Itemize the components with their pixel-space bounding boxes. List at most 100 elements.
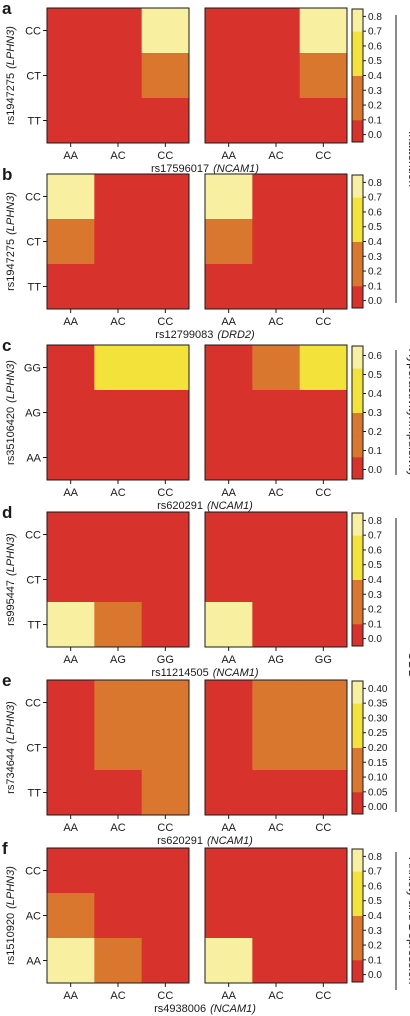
x-tick-label: AC: [110, 990, 125, 1002]
colorbar-tick-label: 0.3: [368, 926, 382, 937]
heatmap-cell: [94, 390, 143, 436]
heatmap-cell: [141, 848, 190, 894]
colorbar-segment: [352, 601, 363, 625]
y-tick-label: CT: [26, 743, 41, 755]
colorbar-tick-label: 0.40: [368, 684, 388, 695]
panel-b: b AA AC CC AA AC CC CC CT TT rs1947275 (LPHN3) rs127…: [2, 165, 382, 341]
colorbar-tick-label: 0.2: [368, 941, 382, 952]
x-axis-title: rs17596017 (NCAM1): [151, 163, 259, 175]
x-tick-label: CC: [315, 990, 331, 1002]
heatmap-cell: [252, 512, 301, 558]
heatmap-cell: [299, 602, 348, 648]
x-axis-title: rs620291 (NCAM1): [157, 500, 253, 512]
heatmap-cell: [141, 725, 190, 771]
colorbar-tick-label: 0.6: [368, 207, 382, 218]
colorbar-segment: [352, 263, 363, 287]
colorbar-segment: [352, 285, 363, 309]
heatmap-cell: [141, 98, 190, 144]
panel-e: e AA AC CC AA AC CC CC CT TT rs734644 (LPHN3) rs6202…: [2, 671, 388, 847]
heatmap-cell: [94, 264, 143, 310]
x-axis-gene: (NCAM1): [207, 835, 253, 847]
x-tick-label: CC: [157, 990, 173, 1002]
heatmap-cell: [94, 435, 143, 481]
heatmap-cell: [252, 219, 301, 265]
panel-letter: d: [2, 503, 12, 522]
colorbar-segment: [352, 623, 363, 647]
x-tick-label: AC: [268, 822, 283, 834]
x-axis-title: rs620291 (NCAM1): [157, 835, 253, 847]
colorbar-tick-label: 0.6: [368, 41, 382, 52]
colorbar-tick-label: 0.0: [368, 296, 382, 307]
y-tick-label: TT: [28, 116, 42, 128]
colorbar-tick-label: 0.4: [368, 911, 382, 922]
x-axis-snp: rs4938006: [154, 1003, 206, 1015]
heatmap-cell: [141, 264, 190, 310]
x-tick-label: AA: [63, 990, 78, 1002]
colorbar-tick-label: 0.8: [368, 178, 382, 189]
y-tick-label: CC: [25, 866, 41, 878]
colorbar-tick-label: 0.6: [368, 351, 382, 362]
heatmap-cell: [205, 938, 253, 984]
heatmap-cell: [205, 512, 253, 558]
heatmap-cell: [205, 345, 253, 391]
x-tick-label: AA: [63, 654, 78, 666]
heatmap-cell: [205, 53, 253, 99]
colorbar-segment: [352, 241, 363, 265]
x-axis-title: rs12799083 (DRD2): [155, 329, 255, 341]
heatmap-cell: [252, 8, 301, 54]
y-tick-label: CT: [26, 71, 41, 83]
colorbar-tick-label: 0.5: [368, 896, 382, 907]
colorbar-tick-label: 0.20: [368, 743, 388, 754]
heatmap-cell: [252, 680, 301, 726]
y-axis-title: rs1947275 (LPHN3): [5, 26, 17, 125]
heatmap-cell: [299, 557, 348, 603]
heatmap-cell: [299, 938, 348, 984]
heatmap-cell: [299, 848, 348, 894]
heatmap-cell: [205, 557, 253, 603]
y-axis-gene: (LPHN3): [5, 360, 17, 403]
heatmap-cell: [299, 893, 348, 939]
colorbar-segment: [352, 412, 363, 436]
colorbar-tick-label: 0.25: [368, 728, 388, 739]
heatmap-cell: [252, 893, 301, 939]
x-tick-label: CC: [157, 150, 173, 162]
panel-c: c AA AC CC AA AC CC GG AG AA rs35106420 (LPHN3) rs62…: [2, 336, 382, 512]
x-axis-snp: rs17596017: [151, 163, 209, 175]
colorbar-segment: [352, 959, 363, 983]
heatmap-cell: [47, 435, 95, 481]
colorbar-segment: [352, 31, 363, 54]
colorbar-segment: [352, 681, 363, 704]
heatmap-cell: [94, 770, 143, 816]
heatmap-cell: [141, 512, 190, 558]
x-tick-label: GG: [315, 654, 332, 666]
colorbar-tick-label: 0.7: [368, 27, 382, 38]
colorbar-tick-label: 0.3: [368, 408, 382, 419]
heatmap-cell: [299, 345, 348, 391]
colorbar-tick-label: 0.7: [368, 193, 382, 204]
colorbar-tick-label: 0.0: [368, 130, 382, 141]
y-tick-label: CC: [25, 530, 41, 542]
x-tick-label: AC: [110, 822, 125, 834]
heatmap-cell: [252, 174, 301, 220]
colorbar-tick-label: 0.1: [368, 115, 382, 126]
x-tick-label: CC: [315, 150, 331, 162]
colorbar-tick-label: 0.7: [368, 531, 382, 542]
colorbar-tick-label: 0.8: [368, 12, 382, 23]
colorbar-segment: [352, 9, 363, 32]
colorbar-segment: [352, 937, 363, 961]
heatmap-cell: [141, 345, 190, 391]
colorbar-segment: [352, 53, 363, 76]
colorbar-tick-label: 0.3: [368, 86, 382, 97]
x-tick-label: CC: [157, 316, 173, 328]
colorbar-tick-label: 0.4: [368, 575, 382, 586]
colorbar-segment: [352, 893, 363, 916]
y-axis-gene: (LPHN3): [5, 26, 17, 69]
y-tick-label: TT: [28, 282, 42, 294]
x-axis-title: rs4938006 (NCAM1): [154, 1003, 256, 1015]
x-tick-label: CC: [157, 487, 173, 499]
y-axis-snp: rs1510920: [5, 913, 17, 965]
x-tick-label: AC: [110, 150, 125, 162]
x-tick-label: AC: [268, 316, 283, 328]
x-tick-label: AA: [63, 822, 78, 834]
colorbar-tick-label: 0.30: [368, 713, 388, 724]
